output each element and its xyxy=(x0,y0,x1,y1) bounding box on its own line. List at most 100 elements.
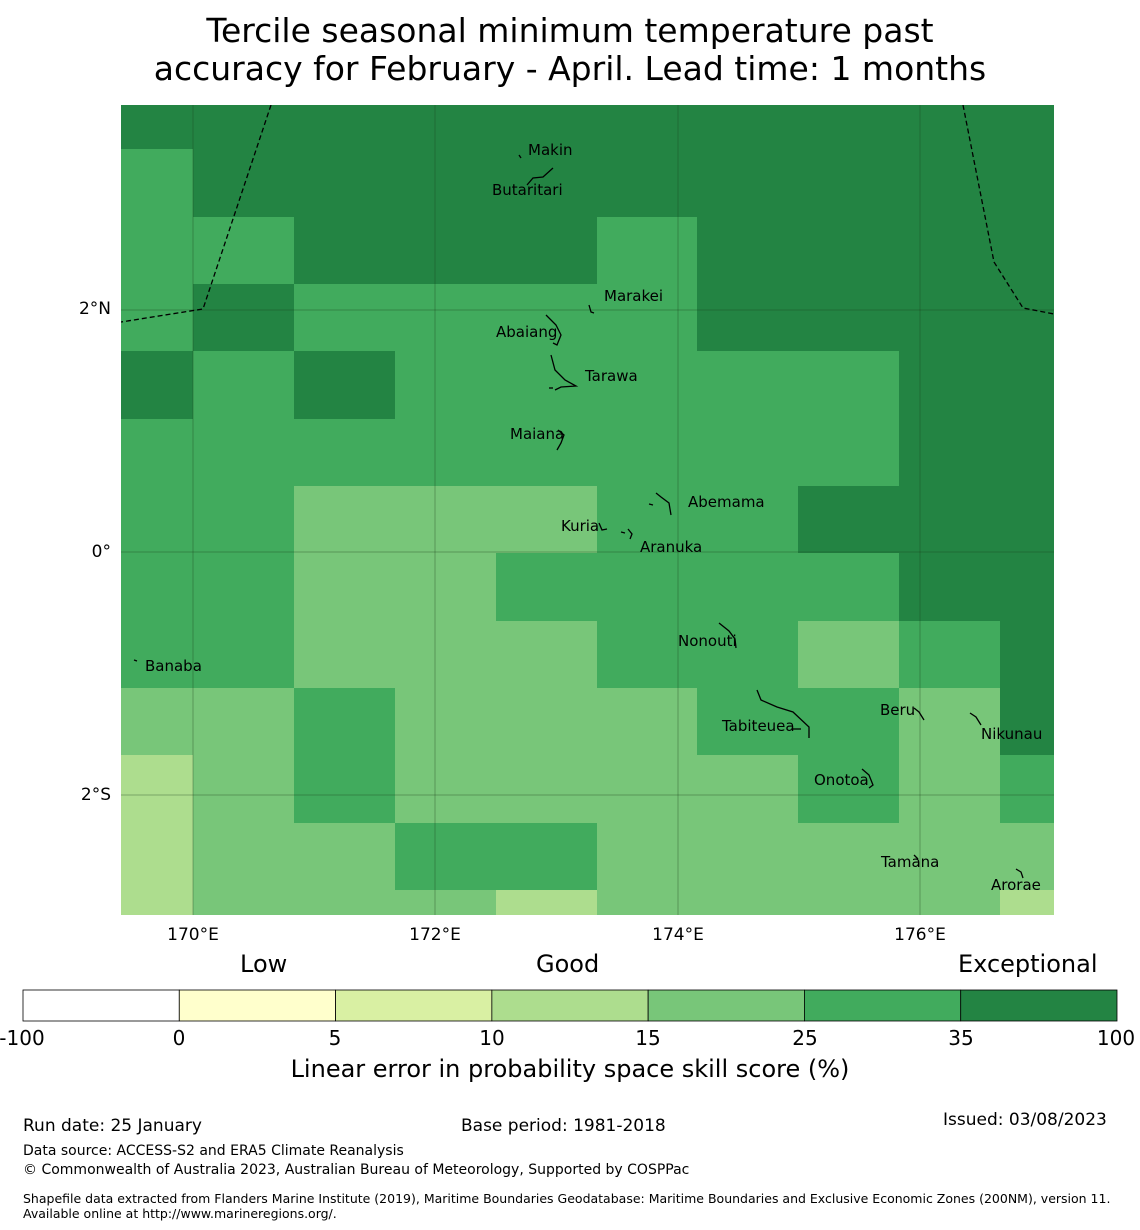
skill-cell xyxy=(121,284,194,352)
place-label: Marakei xyxy=(604,287,664,305)
skill-cell xyxy=(1000,621,1054,689)
skill-cell xyxy=(798,823,900,891)
skill-cell xyxy=(496,217,598,285)
lat-label-2s: 2°S xyxy=(80,785,111,805)
skill-cell xyxy=(1000,553,1054,622)
colorbar xyxy=(22,989,1118,1022)
skill-cell xyxy=(597,419,698,487)
skill-cell xyxy=(798,486,900,554)
colorbar-segment xyxy=(960,989,1118,1022)
skill-cell xyxy=(697,755,799,824)
skill-cell xyxy=(899,890,1001,915)
skill-cell xyxy=(798,149,900,218)
skill-cell xyxy=(496,890,598,915)
skill-cell xyxy=(597,621,698,689)
skill-cell xyxy=(121,105,194,150)
skill-cell xyxy=(697,419,799,487)
skill-cell xyxy=(798,105,900,150)
skill-cell xyxy=(597,351,698,420)
colorbar-tick: 10 xyxy=(479,1026,505,1050)
place-label: Aranuka xyxy=(640,538,703,556)
skill-cell xyxy=(121,890,194,915)
skill-cell xyxy=(121,217,194,285)
skill-cell xyxy=(193,755,295,824)
colorbar-tick: 100 xyxy=(1096,1026,1136,1050)
skill-cell xyxy=(697,621,799,689)
place-label: Tarawa xyxy=(585,367,638,385)
skill-cell xyxy=(395,755,497,824)
skill-cell xyxy=(597,755,698,824)
skill-cell xyxy=(193,688,295,756)
place-label: Nonouti xyxy=(678,632,737,650)
lon-label-174e: 174°E xyxy=(652,925,704,945)
place-label: Maiana xyxy=(510,425,565,443)
skill-cell xyxy=(395,823,497,891)
skill-cell xyxy=(496,621,598,689)
skill-cell xyxy=(697,823,799,891)
place-label: Butaritari xyxy=(492,181,563,199)
skill-cell xyxy=(121,149,194,218)
skill-cell xyxy=(193,149,295,218)
skill-cell xyxy=(294,486,396,554)
category-low: Low xyxy=(240,950,288,978)
skill-cell xyxy=(294,823,396,891)
map-overlay xyxy=(121,105,1054,915)
skill-cell xyxy=(697,284,799,352)
skill-cell xyxy=(294,553,396,622)
skill-cell xyxy=(121,621,194,689)
colorbar-segment xyxy=(178,989,336,1022)
skill-cell xyxy=(597,284,698,352)
skill-cell xyxy=(1000,486,1054,554)
skill-cell xyxy=(193,351,295,420)
place-label: Tabiteuea xyxy=(722,717,795,735)
base-period: Base period: 1981-2018 xyxy=(461,1116,666,1136)
place-label: Arorae xyxy=(991,876,1041,894)
colorbar-tick: 5 xyxy=(328,1026,342,1050)
skill-cell xyxy=(798,553,900,622)
skill-cell xyxy=(597,149,698,218)
skill-cell xyxy=(395,284,497,352)
skill-cell xyxy=(899,621,1001,689)
skill-cell xyxy=(697,217,799,285)
skill-cell xyxy=(395,105,497,150)
skill-cell xyxy=(193,890,295,915)
colorbar-tick: 25 xyxy=(792,1026,818,1050)
colorbar-tick: 35 xyxy=(948,1026,974,1050)
skill-cell xyxy=(899,217,1001,285)
colorbar-tick: -100 xyxy=(0,1026,45,1050)
skill-cell xyxy=(1000,217,1054,285)
lon-label-172e: 172°E xyxy=(409,925,461,945)
copyright: © Commonwealth of Australia 2023, Austra… xyxy=(23,1162,690,1178)
skill-cell xyxy=(395,688,497,756)
place-label: Abaiang xyxy=(496,323,558,341)
skill-cell xyxy=(1000,823,1054,891)
skill-cell xyxy=(193,621,295,689)
skill-cell xyxy=(294,351,396,420)
place-label: Nikunau xyxy=(981,725,1043,743)
skill-cell xyxy=(193,553,295,622)
skill-cell xyxy=(121,351,194,420)
skill-cell xyxy=(1000,755,1054,824)
skill-cell xyxy=(697,486,799,554)
skill-cell xyxy=(496,419,598,487)
skill-grid xyxy=(121,105,1054,915)
skill-cell xyxy=(697,890,799,915)
skill-cell xyxy=(395,217,497,285)
skill-cell xyxy=(697,688,799,756)
skill-cell xyxy=(294,688,396,756)
place-label: Abemama xyxy=(688,493,765,511)
skill-cell xyxy=(294,105,396,150)
title-line-1: Tercile seasonal minimum temperature pas… xyxy=(206,11,934,50)
skill-cell xyxy=(294,419,396,487)
skill-cell xyxy=(899,755,1001,824)
skill-cell xyxy=(597,105,698,150)
lat-label-2n: 2°N xyxy=(78,299,111,319)
issued-date: Issued: 03/08/2023 xyxy=(943,1110,1107,1130)
skill-cell xyxy=(121,419,194,487)
skill-cell xyxy=(597,217,698,285)
skill-cell xyxy=(899,688,1001,756)
place-label: Tamana xyxy=(881,853,940,871)
skill-cell xyxy=(798,621,900,689)
data-source: Data source: ACCESS-S2 and ERA5 Climate … xyxy=(23,1143,404,1159)
skill-cell xyxy=(496,688,598,756)
